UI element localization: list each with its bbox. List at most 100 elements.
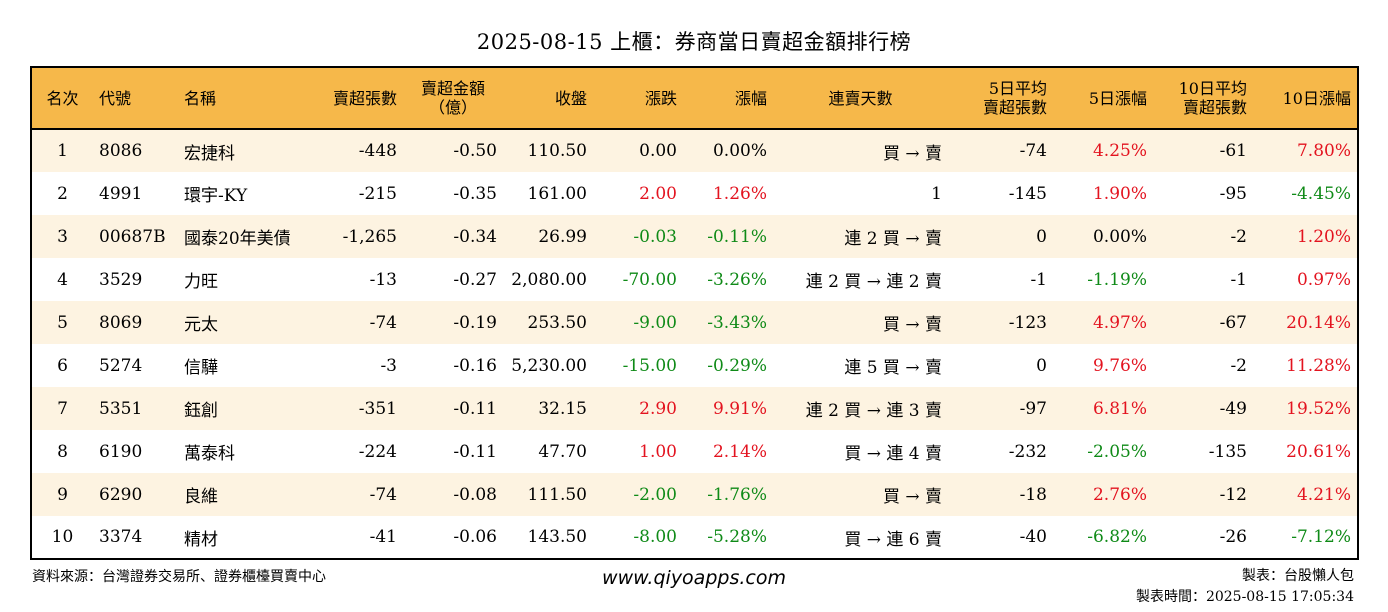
- cell-change: -15.00: [622, 355, 677, 376]
- column-header-code: 代號: [93, 67, 178, 130]
- cell-name: 力旺: [184, 272, 218, 292]
- cell-sell-vol: -448: [358, 141, 397, 161]
- column-header-pct5: 5日漲幅: [1053, 67, 1153, 130]
- cell-streak: 買 → 賣: [882, 143, 942, 164]
- footer-credits: 製表：台股懶人包 製表時間：2025-08-15 17:05:34: [1136, 566, 1354, 608]
- cell-avg10-vol: -67: [1219, 312, 1247, 333]
- cell-change: 1.00: [639, 441, 677, 462]
- cell-name: 信驊: [184, 358, 218, 378]
- cell-sell-amt: -0.11: [453, 398, 497, 419]
- table-body: 1 8086 宏捷科 -448 -0.50 110.50 0.00 0.00% 買 → 賣 -74…: [31, 129, 1358, 559]
- cell-change: 2.00: [639, 183, 677, 204]
- cell-avg5-vol: -74: [1019, 141, 1047, 161]
- cell-sell-amt: -0.19: [453, 312, 497, 333]
- cell-pct10: 20.61%: [1286, 441, 1351, 462]
- table-row: 3 00687B 國泰20年美債 -1,265 -0.34 26.99 -0.03 -0.11…: [31, 215, 1358, 258]
- cell-code: 5274: [99, 355, 143, 376]
- cell-pct5: 6.81%: [1092, 398, 1147, 419]
- cell-pct10: 7.80%: [1296, 141, 1351, 161]
- cell-close: 32.15: [538, 398, 587, 419]
- cell-streak: 連 2 買 → 賣: [844, 229, 942, 249]
- cell-change: -8.00: [633, 527, 677, 547]
- cell-name: 國泰20年美債: [184, 229, 291, 249]
- cell-streak: 買 → 連 4 賣: [844, 444, 942, 464]
- cell-pct: 0.00%: [712, 141, 767, 161]
- column-header-streak: 連賣天數: [773, 67, 948, 130]
- cell-code: 6190: [99, 441, 143, 462]
- cell-avg5-vol: -123: [1008, 312, 1047, 333]
- cell-close: 110.50: [527, 141, 587, 161]
- data-source: 資料來源：台灣證券交易所、證券櫃檯買賣中心: [32, 569, 326, 585]
- cell-sell-amt: -0.06: [453, 527, 497, 547]
- cell-streak: 買 → 賣: [882, 315, 942, 335]
- cell-close: 143.50: [527, 527, 587, 547]
- table-row: 7 5351 鈺創 -351 -0.11 32.15 2.90 9.91% 連 2 買 → 連 …: [31, 387, 1358, 430]
- cell-rank: 7: [57, 398, 68, 419]
- table-row: 10 3374 精材 -41 -0.06 143.50 -8.00 -5.28% 買 → 連 6…: [31, 516, 1358, 559]
- cell-change: -0.03: [633, 226, 677, 247]
- cell-avg5-vol: -232: [1008, 441, 1047, 462]
- cell-pct5: -2.05%: [1087, 441, 1147, 462]
- cell-sell-vol: -3: [380, 355, 397, 376]
- cell-avg10-vol: -49: [1219, 398, 1247, 419]
- cell-name: 鈺創: [184, 401, 218, 421]
- column-header-change: 漲跌: [593, 67, 683, 130]
- cell-rank: 5: [57, 312, 68, 333]
- table-row: 9 6290 良維 -74 -0.08 111.50 -2.00 -1.76% 買 → 賣 -18…: [31, 473, 1358, 516]
- cell-sell-vol: -74: [369, 484, 397, 505]
- cell-sell-amt: -0.27: [453, 269, 497, 290]
- cell-avg5-vol: -97: [1019, 398, 1047, 419]
- cell-pct5: 0.00%: [1092, 226, 1147, 247]
- website-link[interactable]: www.qiyoapps.com: [602, 567, 786, 589]
- cell-code: 8069: [99, 312, 143, 333]
- cell-avg5-vol: -1: [1030, 269, 1047, 290]
- cell-pct5: -6.82%: [1087, 527, 1147, 547]
- cell-name: 良維: [184, 487, 218, 507]
- cell-sell-vol: -224: [358, 441, 397, 462]
- cell-pct: 1.26%: [712, 183, 767, 204]
- timestamp-label: 製表時間：2025-08-15 17:05:34: [1135, 589, 1354, 605]
- table-row: 1 8086 宏捷科 -448 -0.50 110.50 0.00 0.00% 買 → 賣 -74…: [31, 129, 1358, 172]
- cell-sell-vol: -351: [358, 398, 397, 419]
- cell-streak: 買 → 賣: [882, 487, 942, 507]
- cell-close: 2,080.00: [511, 269, 587, 290]
- cell-pct: -3.43%: [707, 312, 767, 333]
- author-label: 製表：台股懶人包: [1242, 568, 1354, 584]
- cell-avg10-vol: -1: [1230, 269, 1247, 290]
- cell-avg10-vol: -26: [1219, 527, 1247, 547]
- cell-rank: 8: [57, 441, 68, 462]
- cell-pct10: 20.14%: [1286, 312, 1351, 333]
- cell-name: 環宇-KY: [184, 186, 248, 206]
- cell-pct10: 11.28%: [1286, 355, 1351, 376]
- cell-sell-vol: -13: [369, 269, 397, 290]
- cell-pct: -5.28%: [707, 527, 767, 547]
- cell-code: 6290: [99, 484, 143, 505]
- column-header-close: 收盤: [503, 67, 593, 130]
- cell-close: 111.50: [527, 484, 587, 505]
- cell-change: -2.00: [633, 484, 677, 505]
- cell-code: 4991: [99, 183, 143, 204]
- cell-sell-vol: -74: [369, 312, 397, 333]
- cell-close: 26.99: [538, 226, 587, 247]
- cell-pct5: 4.25%: [1092, 141, 1147, 161]
- cell-code: 3374: [99, 527, 143, 547]
- table-row: 4 3529 力旺 -13 -0.27 2,080.00 -70.00 -3.26% 連 2 買…: [31, 258, 1358, 301]
- cell-sell-amt: -0.50: [453, 141, 497, 161]
- cell-close: 5,230.00: [511, 355, 587, 376]
- cell-pct10: -4.45%: [1291, 183, 1351, 204]
- column-header-pct10: 10日漲幅: [1253, 67, 1358, 130]
- cell-streak: 連 5 買 → 賣: [844, 358, 942, 378]
- cell-avg5-vol: -18: [1019, 484, 1047, 505]
- table-header-row: 名次 代號 名稱 賣超張數 賣超金額 （億） 收盤 漲跌 漲幅 連賣天數 5日平均 賣超張數 5日漲幅 1…: [31, 67, 1358, 130]
- table-row: 2 4991 環宇-KY -215 -0.35 161.00 2.00 1.26% 1 -145 1…: [31, 172, 1358, 215]
- cell-close: 161.00: [527, 183, 587, 204]
- cell-change: 0.00: [639, 141, 677, 161]
- cell-change: 2.90: [639, 398, 677, 419]
- cell-pct5: -1.19%: [1087, 269, 1147, 290]
- column-header-pct: 漲幅: [683, 67, 773, 130]
- cell-pct: -0.11%: [707, 226, 767, 247]
- cell-avg10-vol: -95: [1219, 183, 1247, 204]
- cell-pct10: 0.97%: [1296, 269, 1351, 290]
- table-row: 8 6190 萬泰科 -224 -0.11 47.70 1.00 2.14% 買 → 連 4 賣…: [31, 430, 1358, 473]
- cell-rank: 9: [57, 484, 68, 505]
